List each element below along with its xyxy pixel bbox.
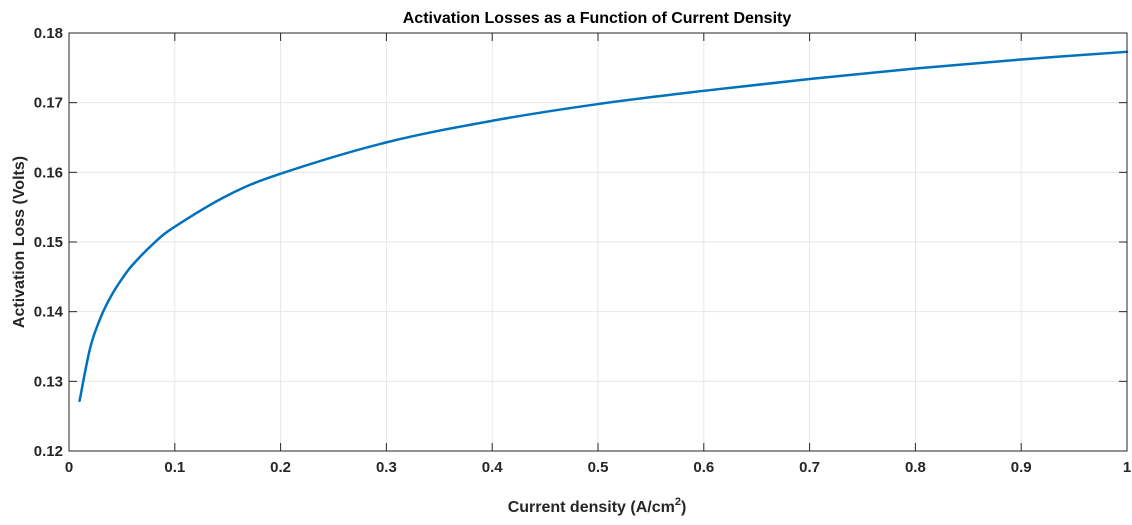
y-tick-label: 0.18 bbox=[34, 25, 63, 42]
x-tick-label: 0.4 bbox=[482, 459, 504, 476]
x-tick-label: 0.7 bbox=[799, 459, 820, 476]
axes bbox=[68, 32, 1128, 452]
chart-title: Activation Losses as a Function of Curre… bbox=[403, 10, 792, 27]
x-tick-label: 0.2 bbox=[270, 459, 291, 476]
y-tick-label: 0.17 bbox=[34, 95, 63, 112]
x-tick-label: 0.3 bbox=[376, 459, 397, 476]
x-tick-label: 0.8 bbox=[905, 459, 926, 476]
x-axis-label-superscript: 2 bbox=[675, 496, 681, 508]
y-tick-label: 0.15 bbox=[34, 234, 63, 251]
x-tick-label: 0.6 bbox=[693, 459, 714, 476]
x-axis-label-text: Current density (A/cm bbox=[508, 499, 675, 516]
x-tick-label: 0.1 bbox=[164, 459, 185, 476]
y-tick-label: 0.12 bbox=[34, 443, 63, 460]
y-tick-label: 0.16 bbox=[34, 164, 63, 181]
x-tick-label: 0.9 bbox=[1011, 459, 1032, 476]
y-axis-label: Activation Loss (Volts) bbox=[11, 156, 28, 328]
x-axis-label: Current density (A/cm2) bbox=[508, 496, 687, 516]
y-tick-label: 0.14 bbox=[34, 304, 64, 321]
y-tick-label: 0.13 bbox=[34, 373, 63, 390]
x-tick-label: 1 bbox=[1123, 459, 1131, 476]
x-tick-label: 0.5 bbox=[588, 459, 609, 476]
plot-lines bbox=[78, 50, 1129, 403]
plot-box bbox=[68, 32, 1128, 452]
tick-labels: 0 0.1 0.2 0.3 0.4 0.5 0.6 0.7 0.8 0.9 1 0.12 0.13 0.1… bbox=[34, 25, 1131, 476]
x-tick-label: 0 bbox=[65, 459, 73, 476]
x-axis-label-suffix: ) bbox=[681, 499, 686, 516]
series-line bbox=[78, 50, 1129, 403]
